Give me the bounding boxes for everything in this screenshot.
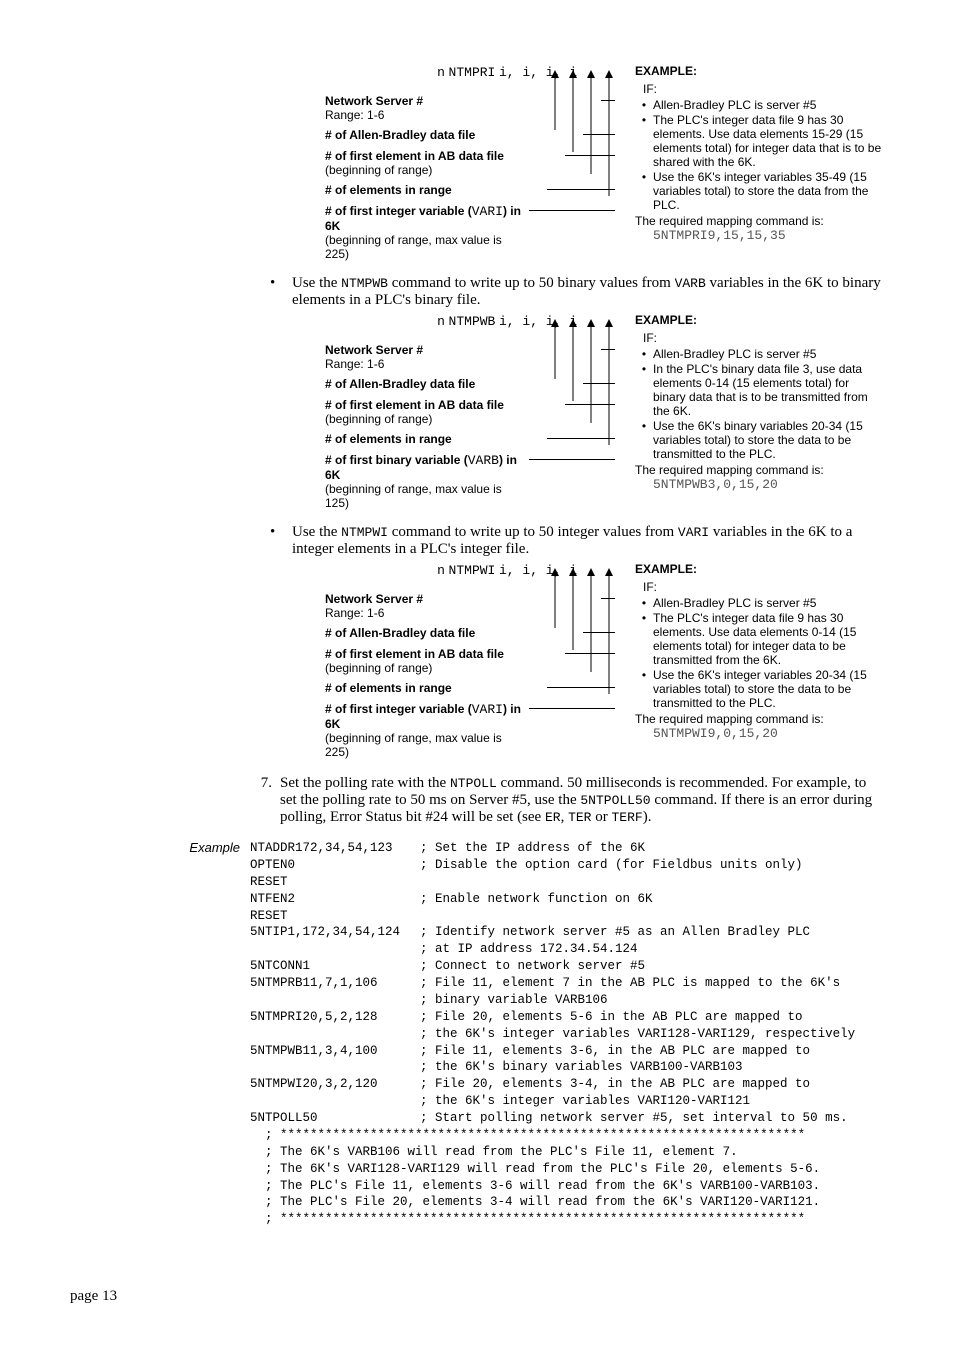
example-required: The required mapping command is: bbox=[635, 712, 884, 726]
code-line: 5NTMPRB11,7,1,106; File 11, element 7 in… bbox=[250, 975, 884, 992]
code-line: ; **************************************… bbox=[250, 1211, 884, 1228]
code-line: 5NTCONN1; Connect to network server #5 bbox=[250, 958, 884, 975]
code-line: 5NTMPWI20,3,2,120; File 20, elements 3-4… bbox=[250, 1076, 884, 1093]
example-heading: EXAMPLE: bbox=[635, 562, 884, 576]
example-heading: EXAMPLE: bbox=[635, 313, 884, 327]
code-line: ; **************************************… bbox=[250, 1127, 884, 1144]
body-bullet: • Use the NTMPWI command to write up to … bbox=[70, 524, 884, 558]
code-line: ; at IP address 172.34.54.124 bbox=[250, 941, 884, 958]
code-line: 5NTIP1,172,34,54,124; Identify network s… bbox=[250, 924, 884, 941]
example-item: •Use the 6K's binary variables 20-34 (15… bbox=[635, 419, 884, 461]
example-item: •Allen-Bradley PLC is server #5 bbox=[635, 347, 884, 361]
code-line: ; binary variable VARB106 bbox=[250, 992, 884, 1009]
example-cmd: 5NTMPWI9,0,15,20 bbox=[653, 726, 884, 741]
code-line: ; The 6K's VARB106 will read from the PL… bbox=[250, 1144, 884, 1161]
example-item: •Use the 6K's integer variables 20-34 (1… bbox=[635, 668, 884, 710]
body-bullet: • Use the NTMPWB command to write up to … bbox=[70, 275, 884, 309]
example-heading: EXAMPLE: bbox=[635, 64, 884, 78]
code-line: NTFEN2; Enable network function on 6K bbox=[250, 891, 884, 908]
page-number: page 13 bbox=[70, 1288, 884, 1305]
code-line: 5NTMPWB11,3,4,100; File 11, elements 3-6… bbox=[250, 1043, 884, 1060]
code-line: ; the 6K's integer variables VARI128-VAR… bbox=[250, 1026, 884, 1043]
code-block: NTADDR172,34,54,123; Set the IP address … bbox=[250, 840, 884, 1228]
example-item: •Use the 6K's integer variables 35-49 (1… bbox=[635, 170, 884, 212]
code-line: ; the 6K's integer variables VARI120-VAR… bbox=[250, 1093, 884, 1110]
command-diagram: n NTMPWB i, i, i, iNetwork Server #Range… bbox=[70, 313, 884, 516]
example-box: EXAMPLE: IF: •Allen-Bradley PLC is server … bbox=[615, 562, 884, 765]
example-if: IF: bbox=[643, 331, 884, 345]
example-item: •The PLC's integer data file 9 has 30 el… bbox=[635, 113, 884, 169]
example-cmd: 5NTMPRI9,15,15,35 bbox=[653, 228, 884, 243]
example-required: The required mapping command is: bbox=[635, 214, 884, 228]
example-cmd: 5NTMPWB3,0,15,20 bbox=[653, 477, 884, 492]
example-required: The required mapping command is: bbox=[635, 463, 884, 477]
command-diagram: n NTMPRI i, i, i, iNetwork Server #Range… bbox=[70, 64, 884, 267]
example-label: Example bbox=[70, 840, 250, 855]
code-line: RESET bbox=[250, 908, 884, 925]
step-7: 7. Set the polling rate with the NTPOLL … bbox=[70, 775, 884, 826]
code-line: OPTEN0; Disable the option card (for Fie… bbox=[250, 857, 884, 874]
example-item: •The PLC's integer data file 9 has 30 el… bbox=[635, 611, 884, 667]
code-line: ; The 6K's VARI128-VARI129 will read fro… bbox=[250, 1161, 884, 1178]
code-line: RESET bbox=[250, 874, 884, 891]
example-if: IF: bbox=[643, 580, 884, 594]
example-item: •In the PLC's binary data file 3, use da… bbox=[635, 362, 884, 418]
code-line: ; The PLC's File 20, elements 3-4 will r… bbox=[250, 1194, 884, 1211]
code-line: ; The PLC's File 11, elements 3-6 will r… bbox=[250, 1178, 884, 1195]
example-if: IF: bbox=[643, 82, 884, 96]
code-line: ; the 6K's binary variables VARB100-VARB… bbox=[250, 1059, 884, 1076]
example-item: •Allen-Bradley PLC is server #5 bbox=[635, 98, 884, 112]
code-line: NTADDR172,34,54,123; Set the IP address … bbox=[250, 840, 884, 857]
command-diagram: n NTMPWI i, i, i, iNetwork Server #Range… bbox=[70, 562, 884, 765]
example-item: •Allen-Bradley PLC is server #5 bbox=[635, 596, 884, 610]
code-line: 5NTPOLL50; Start polling network server … bbox=[250, 1110, 884, 1127]
example-box: EXAMPLE: IF: •Allen-Bradley PLC is server … bbox=[615, 313, 884, 516]
example-box: EXAMPLE: IF: •Allen-Bradley PLC is server … bbox=[615, 64, 884, 267]
code-line: 5NTMPRI20,5,2,128; File 20, elements 5-6… bbox=[250, 1009, 884, 1026]
